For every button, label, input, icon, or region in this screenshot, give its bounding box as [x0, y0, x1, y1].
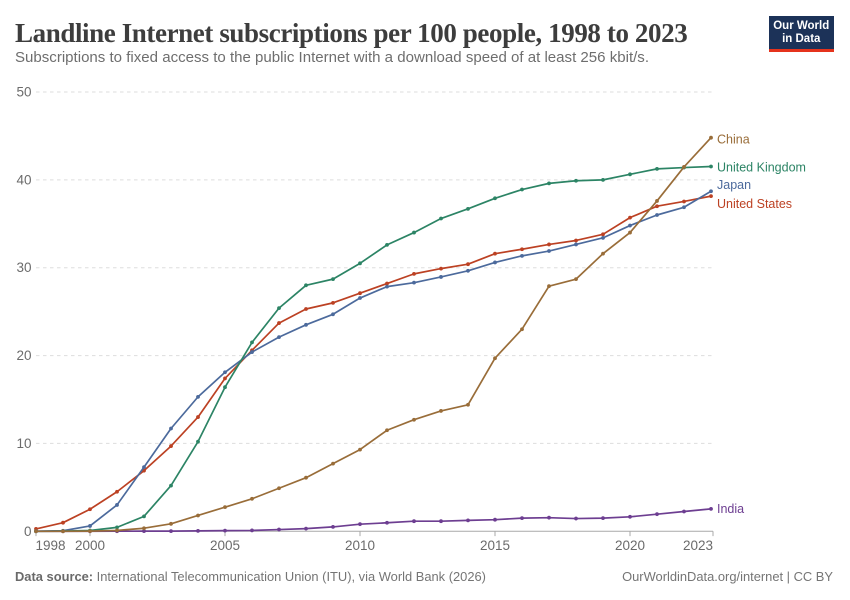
svg-text:United Kingdom: United Kingdom — [717, 161, 806, 175]
svg-text:20: 20 — [16, 348, 31, 363]
svg-text:China: China — [717, 132, 750, 146]
svg-text:India: India — [717, 502, 744, 516]
svg-text:2010: 2010 — [345, 538, 375, 553]
svg-text:10: 10 — [16, 436, 31, 451]
svg-text:2015: 2015 — [480, 538, 510, 553]
svg-text:40: 40 — [16, 172, 31, 187]
svg-text:30: 30 — [16, 260, 31, 275]
svg-text:0: 0 — [24, 524, 32, 539]
svg-text:1998: 1998 — [36, 538, 66, 553]
svg-text:2023: 2023 — [683, 538, 713, 553]
svg-text:2000: 2000 — [75, 538, 105, 553]
svg-text:2005: 2005 — [210, 538, 240, 553]
svg-text:50: 50 — [16, 85, 31, 100]
svg-text:Japan: Japan — [717, 178, 751, 192]
svg-text:United States: United States — [717, 197, 792, 211]
svg-text:2020: 2020 — [615, 538, 645, 553]
